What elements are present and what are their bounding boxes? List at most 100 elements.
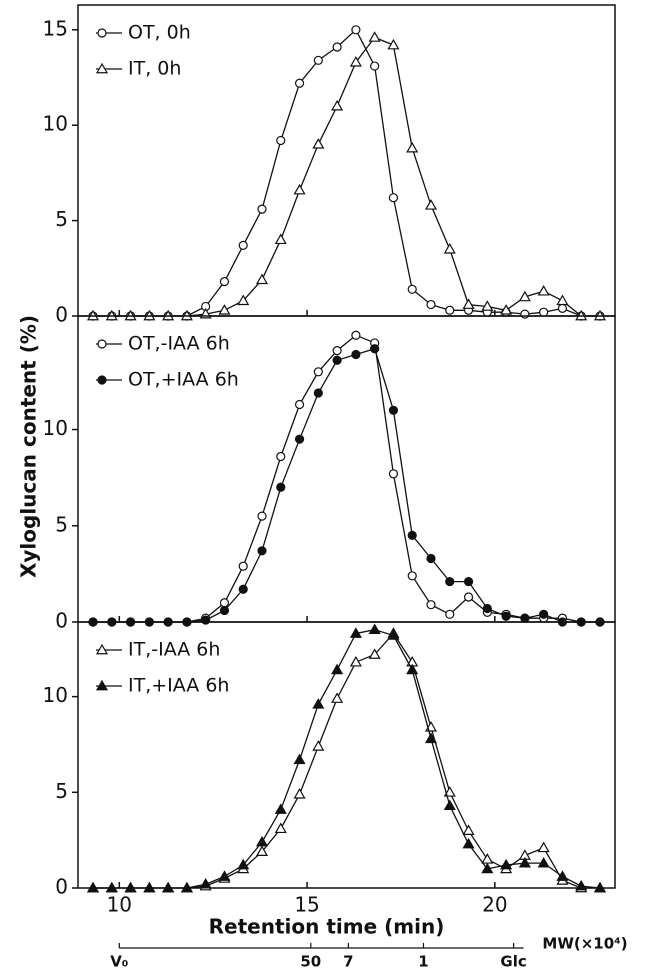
marker (443, 786, 456, 797)
marker (556, 870, 569, 881)
marker (219, 277, 230, 287)
marker (294, 434, 305, 444)
marker (274, 233, 287, 245)
marker (518, 856, 531, 868)
marker (238, 240, 248, 251)
marker (575, 879, 588, 891)
y-tick-label: 5 (55, 512, 68, 536)
marker (312, 138, 325, 149)
marker (387, 38, 400, 50)
series-line (93, 632, 600, 889)
marker (500, 858, 513, 870)
marker (518, 290, 531, 302)
legend-marker (97, 339, 107, 349)
marker (331, 99, 344, 111)
x-tick-label: 10 (107, 893, 132, 917)
plot-frame (77, 621, 616, 889)
marker (219, 605, 230, 616)
marker (294, 78, 305, 88)
marker (368, 623, 381, 635)
marker (124, 881, 137, 893)
marker (162, 881, 175, 893)
marker (593, 881, 607, 893)
marker (407, 571, 417, 581)
marker (238, 584, 248, 594)
marker (501, 611, 511, 621)
marker (407, 284, 417, 294)
marker (463, 576, 474, 587)
marker (406, 141, 419, 153)
marker (257, 546, 267, 556)
marker (237, 858, 250, 870)
marker (238, 561, 248, 571)
marker (537, 856, 550, 868)
marker (293, 788, 306, 799)
marker (426, 299, 436, 310)
marker (219, 598, 230, 608)
legend-label: OT, 0h (128, 22, 191, 44)
marker (368, 31, 381, 42)
legend-label: OT,+IAA 6h (128, 369, 239, 391)
marker (462, 824, 475, 835)
marker (331, 692, 344, 703)
mw-axis-label: MW(×10⁴) (542, 935, 627, 953)
mw-tick-label: Glc (500, 953, 526, 970)
marker (143, 881, 156, 893)
marker (407, 530, 417, 540)
series-line (93, 629, 601, 889)
marker (388, 469, 399, 479)
y-tick-label: 0 (55, 609, 68, 633)
marker (293, 183, 306, 195)
y-tick-label: 10 (43, 683, 68, 707)
marker (406, 663, 419, 675)
marker (462, 298, 475, 309)
marker (313, 367, 323, 377)
marker (388, 405, 399, 415)
marker (482, 603, 492, 614)
marker (387, 629, 400, 640)
marker (537, 841, 550, 853)
marker (276, 482, 286, 492)
y-tick-label: 0 (55, 303, 68, 327)
marker (424, 199, 438, 210)
marker (463, 592, 474, 602)
marker (218, 870, 231, 881)
marker (274, 803, 287, 814)
legend-label: IT,+IAA 6h (128, 675, 229, 697)
marker (424, 732, 438, 744)
x-tick-label: 20 (482, 893, 507, 917)
marker (332, 42, 342, 52)
marker (293, 753, 306, 765)
marker (274, 822, 287, 834)
marker (276, 135, 286, 146)
marker (443, 243, 456, 254)
marker (481, 300, 494, 311)
marker (332, 346, 342, 356)
marker (218, 304, 231, 315)
marker (180, 881, 193, 893)
marker (312, 740, 325, 751)
marker (520, 613, 530, 623)
mw-tick-label: 50 (300, 953, 321, 970)
marker (257, 204, 267, 214)
legend-label: IT, 0h (128, 58, 181, 80)
marker (462, 837, 475, 849)
marker (445, 305, 455, 315)
y-tick-label: 10 (43, 112, 68, 136)
legend-marker (95, 643, 109, 655)
marker (312, 698, 325, 709)
marker (557, 303, 568, 313)
legend-label: OT,-IAA 6h (128, 333, 230, 355)
marker (276, 451, 286, 462)
marker (313, 388, 323, 398)
legend-marker (95, 679, 109, 691)
legend-label: IT,-IAA 6h (128, 639, 220, 661)
y-tick-label: 15 (43, 16, 68, 40)
marker (539, 307, 549, 317)
marker (255, 273, 269, 285)
marker (257, 511, 267, 521)
marker (313, 55, 323, 65)
marker (294, 399, 305, 410)
